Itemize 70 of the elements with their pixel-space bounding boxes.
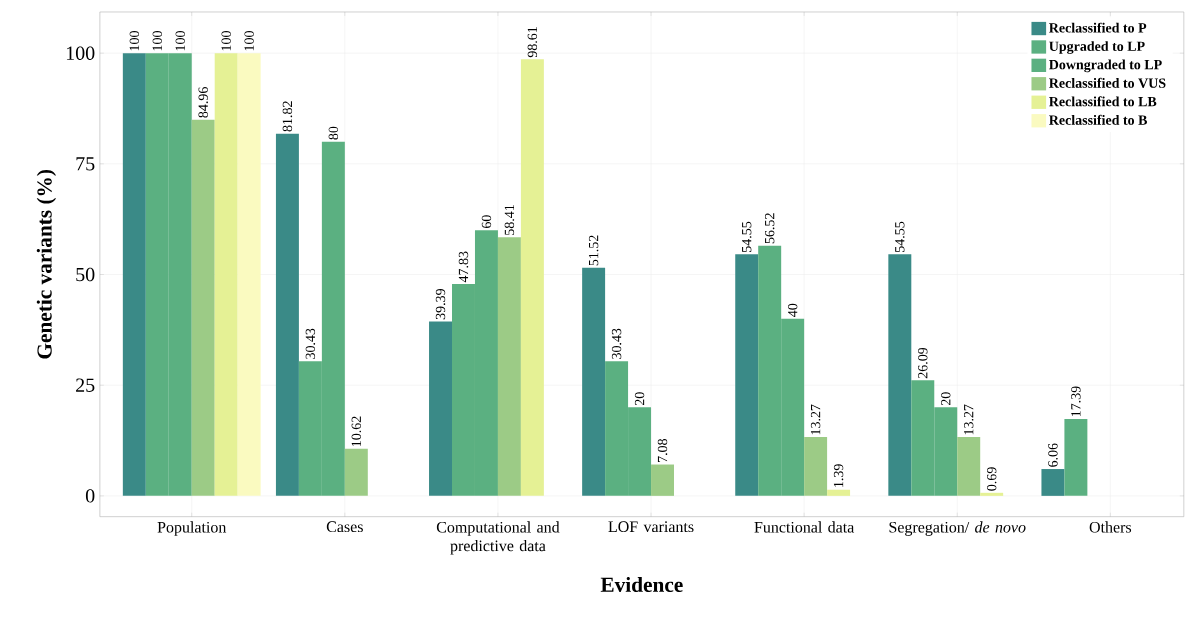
bar bbox=[957, 437, 981, 496]
data-label: 100 bbox=[129, 31, 140, 51]
data-label: 7.08 bbox=[657, 439, 668, 463]
data-label: 30.43 bbox=[611, 328, 622, 359]
data-label: 1.39 bbox=[833, 464, 844, 487]
bar bbox=[1064, 418, 1088, 496]
data-label: 100 bbox=[152, 31, 163, 51]
x-tick-label: Cases bbox=[326, 521, 363, 533]
x-tick-label: Segregation/ de novo bbox=[889, 521, 1026, 536]
data-label: 30.43 bbox=[305, 328, 316, 359]
bar bbox=[651, 464, 674, 496]
data-label: 84.96 bbox=[198, 87, 208, 118]
x-tick-label: Computational and predictive data bbox=[436, 521, 560, 555]
bar bbox=[122, 53, 146, 496]
bar bbox=[275, 133, 299, 496]
data-label: 58.41 bbox=[504, 205, 515, 235]
legend-label: Downgraded to LP bbox=[1049, 59, 1162, 73]
bar bbox=[804, 437, 828, 496]
y-tick-label: 50 bbox=[76, 267, 95, 282]
bar bbox=[888, 254, 912, 496]
data-label: 56.52 bbox=[764, 213, 775, 244]
x-tick-label: Others bbox=[1089, 521, 1132, 533]
x-axis-title: Evidence bbox=[600, 577, 683, 593]
bar bbox=[735, 254, 759, 496]
data-label: 40 bbox=[787, 303, 798, 317]
data-label: 80 bbox=[328, 126, 339, 140]
x-tick-label: Population bbox=[157, 521, 227, 536]
x-tick-label: Functional data bbox=[754, 521, 855, 533]
bar bbox=[237, 53, 261, 496]
data-label: 100 bbox=[175, 31, 185, 51]
legend-label: Reclassified to LB bbox=[1049, 96, 1157, 107]
bar bbox=[214, 53, 238, 496]
data-label: 20 bbox=[634, 392, 645, 406]
data-label: 98.61 bbox=[527, 27, 538, 58]
bar bbox=[827, 489, 851, 496]
bar bbox=[520, 59, 544, 496]
y-tick-label: 75 bbox=[76, 157, 95, 171]
data-label: 39.39 bbox=[435, 289, 446, 320]
legend-label: Reclassified to B bbox=[1049, 114, 1148, 125]
y-tick-label: 25 bbox=[76, 378, 95, 392]
y-axis-title: Genetic variants (%) bbox=[36, 170, 57, 359]
data-label: 47.83 bbox=[458, 251, 469, 283]
bar bbox=[1041, 469, 1065, 496]
data-label: 54.55 bbox=[742, 221, 752, 253]
data-label: 54.55 bbox=[895, 221, 905, 253]
data-label: 100 bbox=[221, 31, 231, 51]
bar bbox=[582, 267, 606, 496]
bar bbox=[191, 119, 215, 496]
bar bbox=[497, 237, 521, 496]
data-label: 60 bbox=[481, 215, 492, 229]
data-label: 0.69 bbox=[986, 467, 997, 491]
data-label: 51.52 bbox=[588, 235, 599, 266]
data-label: 20 bbox=[941, 392, 951, 406]
data-label: 26.09 bbox=[918, 347, 928, 379]
legend-label: Reclassified to VUS bbox=[1049, 77, 1166, 88]
data-label: 13.27 bbox=[810, 404, 821, 435]
legend-label: Reclassified to P bbox=[1049, 22, 1147, 33]
bar bbox=[980, 492, 1004, 496]
x-tick-label: LOF variants bbox=[608, 521, 694, 533]
y-tick-label: 100 bbox=[66, 46, 95, 60]
legend-label: Upgraded to LP bbox=[1049, 41, 1145, 54]
data-label: 100 bbox=[244, 31, 254, 51]
data-label: 6.06 bbox=[1048, 443, 1058, 467]
data-label: 10.62 bbox=[351, 416, 362, 447]
bar bbox=[429, 321, 453, 496]
bar bbox=[344, 448, 368, 496]
data-label: 13.27 bbox=[964, 404, 974, 435]
data-label: 81.82 bbox=[282, 101, 293, 132]
data-label: 17.39 bbox=[1071, 386, 1081, 417]
y-tick-label: 0 bbox=[85, 489, 95, 503]
